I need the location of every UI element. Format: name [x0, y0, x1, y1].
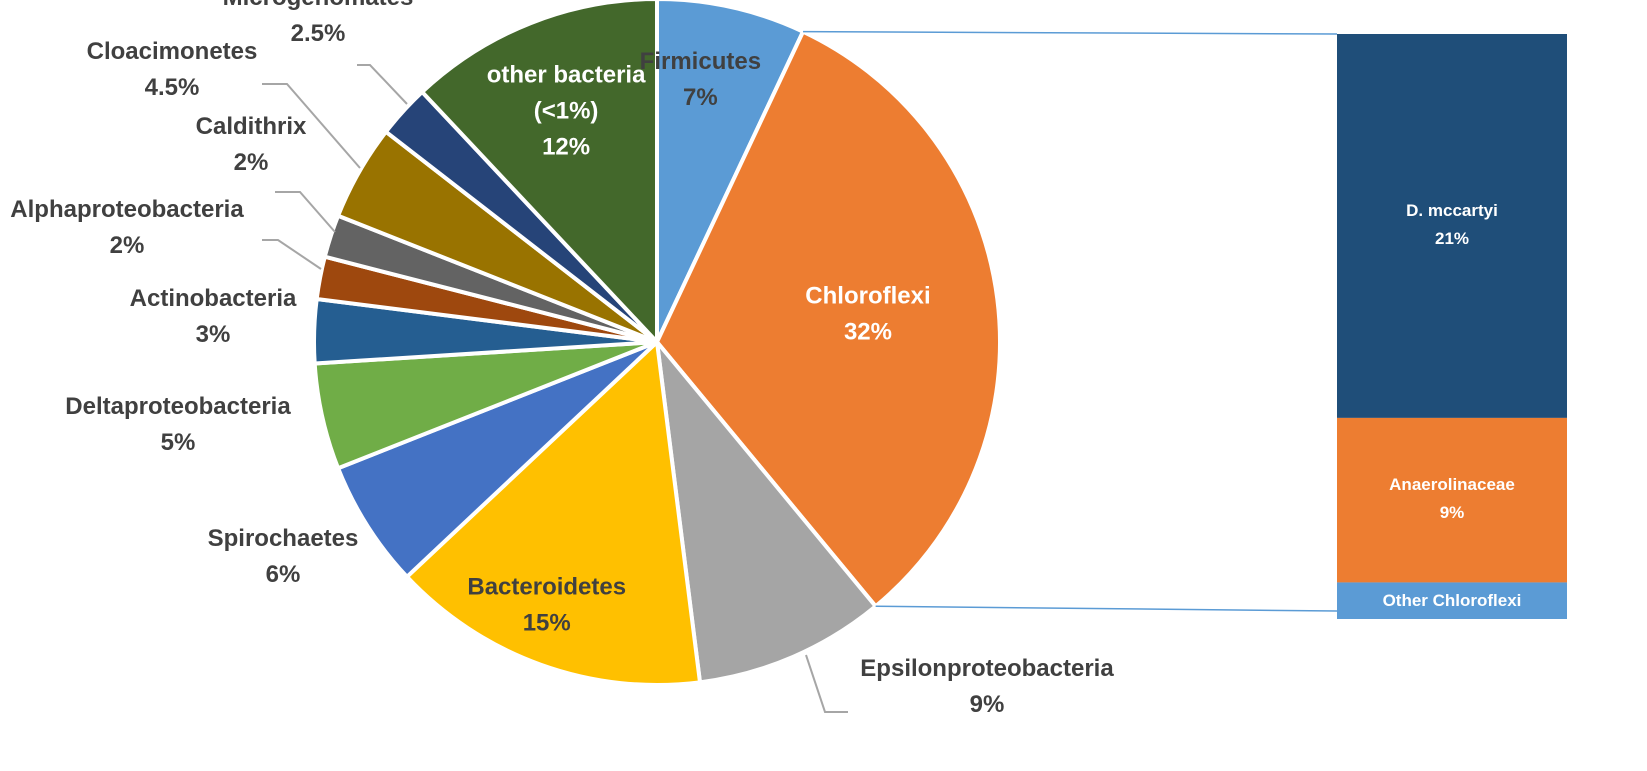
- leader-line-caldithrix: [275, 191, 336, 233]
- data-label-deltaproteobacteria: Deltaproteobacteria 5%: [65, 393, 291, 456]
- pie-slice-firmicutes: [655, 0, 806, 344]
- pie-slice-epsilonproteobacteria: [655, 340, 878, 685]
- bar-connector-lines: [803, 30, 1338, 612]
- bar-label-other-chloroflexi: Other Chloroflexi: [1383, 591, 1522, 610]
- leader-line-alphaproteobacteria: [262, 239, 322, 270]
- pie-slice-bacteroidetes: [404, 340, 702, 687]
- bar-label-anaerolinaceae: Anaerolinaceae 9%: [1389, 476, 1515, 523]
- data-label-microgenomates: Microgenomates2.5%: [223, 0, 414, 47]
- pie-slice-chloroflexi: [655, 29, 1002, 609]
- leader-line-microgenomates: [357, 64, 408, 105]
- data-label-actinobacteria: Actinobacteria 3%: [130, 285, 297, 348]
- data-label-caldithrix: Caldithrix 2%: [196, 113, 307, 176]
- data-label-other-bacteria-1: other bacteria (<1%) 12%: [487, 62, 646, 161]
- pie-slice-spirochaetes: [336, 340, 659, 579]
- bar-segment-anaerolinaceae: [1337, 417, 1567, 583]
- bar-label-d-mccartyi: D. mccartyi 21%: [1406, 201, 1498, 248]
- leader-line-cloacimonetes: [262, 83, 361, 169]
- connector-line-top: [803, 30, 1338, 35]
- data-label-spirochaetes: Spirochaetes 6%: [208, 525, 359, 588]
- bar-segment-d-mccartyi: [1337, 34, 1567, 418]
- bar-segment-other-chloroflexi: [1337, 582, 1567, 619]
- data-label-firmicutes: Firmicutes 7%: [640, 48, 761, 111]
- pie-slices: [312, 0, 1002, 687]
- data-labels: Firmicutes 7% Chloroflexi 32% Epsilonproteob…: [10, 0, 1521, 718]
- connector-line-bottom: [875, 605, 1338, 612]
- data-label-chloroflexi: Chloroflexi 32%: [805, 283, 930, 346]
- data-label-cloacimonetes: Cloacimonetes 4.5%: [87, 38, 258, 101]
- leader-lines: [262, 64, 848, 713]
- data-label-bacteroidetes: Bacteroidetes 15%: [467, 574, 626, 637]
- leader-line-epsilonproteobacteria: [805, 654, 848, 713]
- data-label-alphaproteobacteria: Alphaproteobacteria 2%: [10, 196, 244, 259]
- breakdown-bar: [1337, 34, 1567, 619]
- pie-slice-other-bacteria-1: [420, 0, 659, 344]
- data-label-epsilonproteobacteria: Epsilonproteobacteria 9%: [860, 655, 1114, 718]
